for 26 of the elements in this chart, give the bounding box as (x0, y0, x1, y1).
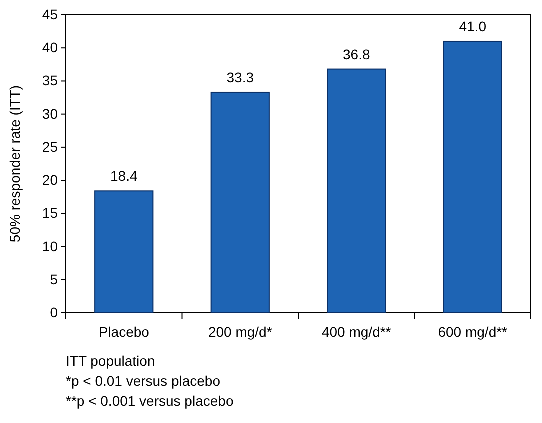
y-tick-label: 20 (42, 172, 58, 188)
data-label: 36.8 (343, 46, 370, 62)
y-axis-title: 50% responder rate (ITT) (7, 85, 23, 243)
bar (443, 40, 502, 314)
data-label: 18.4 (110, 168, 138, 184)
y-tick-label: 15 (42, 205, 58, 222)
y-tick-label: 45 (42, 6, 58, 22)
text: **p < 0.001 versus placebo (66, 393, 234, 409)
y-tick-label: 0 (50, 304, 58, 320)
x-tick-label: 200 mg/d* (208, 324, 273, 340)
data-label: 33.3 (226, 69, 254, 86)
text: *p < 0.01 versus placebo (66, 373, 221, 389)
x-tick-label: 400 mg/d** (322, 324, 392, 340)
data-label: 41.0 (459, 18, 487, 34)
y-tick-label: 30 (42, 106, 58, 122)
bar (94, 190, 154, 314)
y-tick-label: 35 (42, 72, 58, 89)
y-tick-label: 40 (42, 40, 58, 56)
x-tick-label: Placebo (98, 324, 150, 340)
bar (210, 92, 270, 314)
y-tick-label: 5 (50, 271, 58, 288)
y-tick-label: 25 (42, 138, 58, 155)
x-tick-label: 600 mg/d** (438, 324, 508, 340)
bar (327, 68, 386, 314)
text: ITT population (66, 353, 156, 369)
y-tick-label: 10 (42, 238, 58, 254)
